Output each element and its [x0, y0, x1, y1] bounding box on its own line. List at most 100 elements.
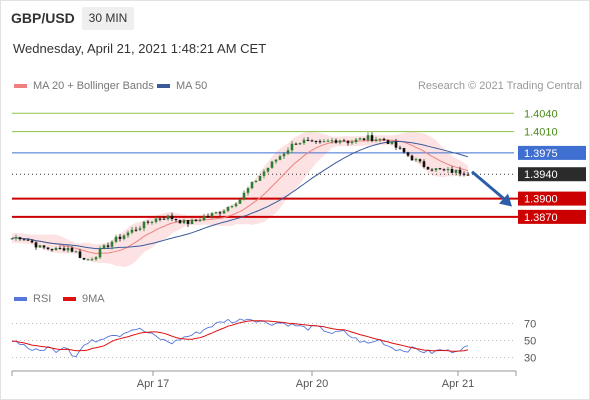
ma50-swatch-icon: [157, 84, 170, 88]
candle-body: [450, 169, 454, 173]
candle-body: [326, 140, 330, 142]
candle-body: [370, 135, 374, 141]
rsi-tick-70: 70: [524, 319, 536, 331]
candle-body: [42, 245, 46, 248]
candle-body: [430, 169, 434, 171]
candle-body: [466, 174, 470, 176]
level-tag-1.3870: [518, 209, 586, 224]
candle-body: [82, 257, 86, 260]
candle-body: [354, 139, 358, 142]
level-label-1.3975: 1.3975: [524, 148, 558, 160]
candle-body: [254, 180, 258, 182]
candle-body: [390, 141, 394, 144]
rsi-tick-30: 30: [524, 353, 536, 365]
level-label-1.3870: 1.3870: [524, 212, 558, 224]
candle-body: [122, 235, 126, 239]
x-tick-label: Apr 20: [296, 378, 328, 390]
legend-ma20: MA 20 + Bollinger Bands: [14, 80, 154, 92]
candle-body: [406, 152, 410, 156]
timeframe-tab[interactable]: 30 MIN: [82, 7, 134, 30]
candle-body: [286, 150, 290, 154]
projection-arrow: [471, 170, 506, 201]
rsi-ma-swatch-icon: [63, 297, 76, 301]
candle-body: [22, 239, 26, 241]
candle-body: [210, 213, 214, 217]
candle-body: [50, 248, 54, 251]
candle-body: [434, 168, 438, 171]
x-tick-label: Apr 21: [442, 378, 474, 390]
candle-body: [446, 169, 450, 171]
candle-body: [134, 229, 138, 231]
candle-body: [178, 220, 182, 224]
candle-body: [166, 215, 170, 220]
credit-text: Research © 2021 Trading Central: [417, 80, 582, 92]
projection-arrow-head-icon: [499, 193, 512, 207]
candle-body: [230, 206, 234, 208]
candle-body: [218, 212, 222, 214]
level-tag-1.3900: [518, 191, 586, 206]
legend-ma20-label: MA 20 + Bollinger Bands: [33, 80, 154, 92]
candle-body: [10, 238, 14, 240]
candle-body: [362, 138, 366, 140]
candle-body: [94, 257, 98, 260]
candle-body: [146, 221, 150, 223]
candle-body: [126, 232, 130, 236]
candle-body: [38, 245, 42, 248]
candle-body: [214, 212, 218, 214]
candle-body: [130, 229, 134, 233]
candle-body: [234, 203, 238, 207]
candle-body: [266, 167, 270, 172]
rsi-ma-line: [11, 320, 469, 352]
candle-body: [426, 166, 430, 170]
candle-body: [190, 219, 194, 225]
level-label-1.3940: 1.3940: [524, 169, 558, 181]
ma20-swatch-icon: [14, 84, 27, 88]
candle-body: [142, 221, 146, 229]
candle-body: [418, 159, 422, 162]
candle-body: [62, 248, 66, 251]
ma20-line: [11, 139, 469, 255]
candle-body: [30, 240, 34, 243]
candle-body: [194, 219, 198, 222]
symbol-title: GBP/USD: [11, 10, 75, 26]
rsi-swatch-icon: [14, 297, 27, 301]
candle-body: [334, 140, 338, 143]
candle-body: [274, 159, 278, 162]
candle-body: [198, 220, 202, 222]
candle-body: [158, 218, 162, 220]
candle-body: [262, 171, 266, 176]
candle-body: [58, 248, 62, 250]
candle-body: [454, 169, 458, 173]
candle-body: [86, 259, 90, 261]
candle-body: [410, 155, 414, 161]
legend-rsi-label: RSI: [33, 293, 52, 305]
candle-body: [98, 248, 102, 258]
candle-body: [14, 237, 18, 239]
legend-rsi: RSI: [14, 293, 51, 305]
timestamp: Wednesday, April 21, 2021 1:48:21 AM CET: [13, 41, 267, 56]
candle-body: [378, 138, 382, 140]
candle-body: [250, 181, 254, 189]
candle-body: [462, 173, 466, 175]
candle-body: [238, 199, 242, 204]
candle-body: [138, 228, 142, 230]
candle-body: [382, 138, 386, 141]
candle-body: [442, 169, 446, 171]
candle-body: [106, 245, 110, 247]
candle-body: [246, 188, 250, 193]
candle-body: [162, 218, 166, 220]
candle-body: [298, 143, 302, 145]
candle-body: [118, 236, 122, 239]
candle-body: [150, 221, 154, 223]
candle-body: [374, 139, 378, 141]
candle-body: [54, 248, 58, 251]
candle-body: [114, 236, 118, 242]
candle-body: [170, 215, 174, 220]
candle-body: [290, 143, 294, 151]
candle-body: [226, 206, 230, 211]
candle-body: [74, 251, 78, 253]
candle-body: [386, 140, 390, 144]
level-label-1.4010: 1.4010: [524, 127, 558, 139]
candle-body: [338, 140, 342, 143]
